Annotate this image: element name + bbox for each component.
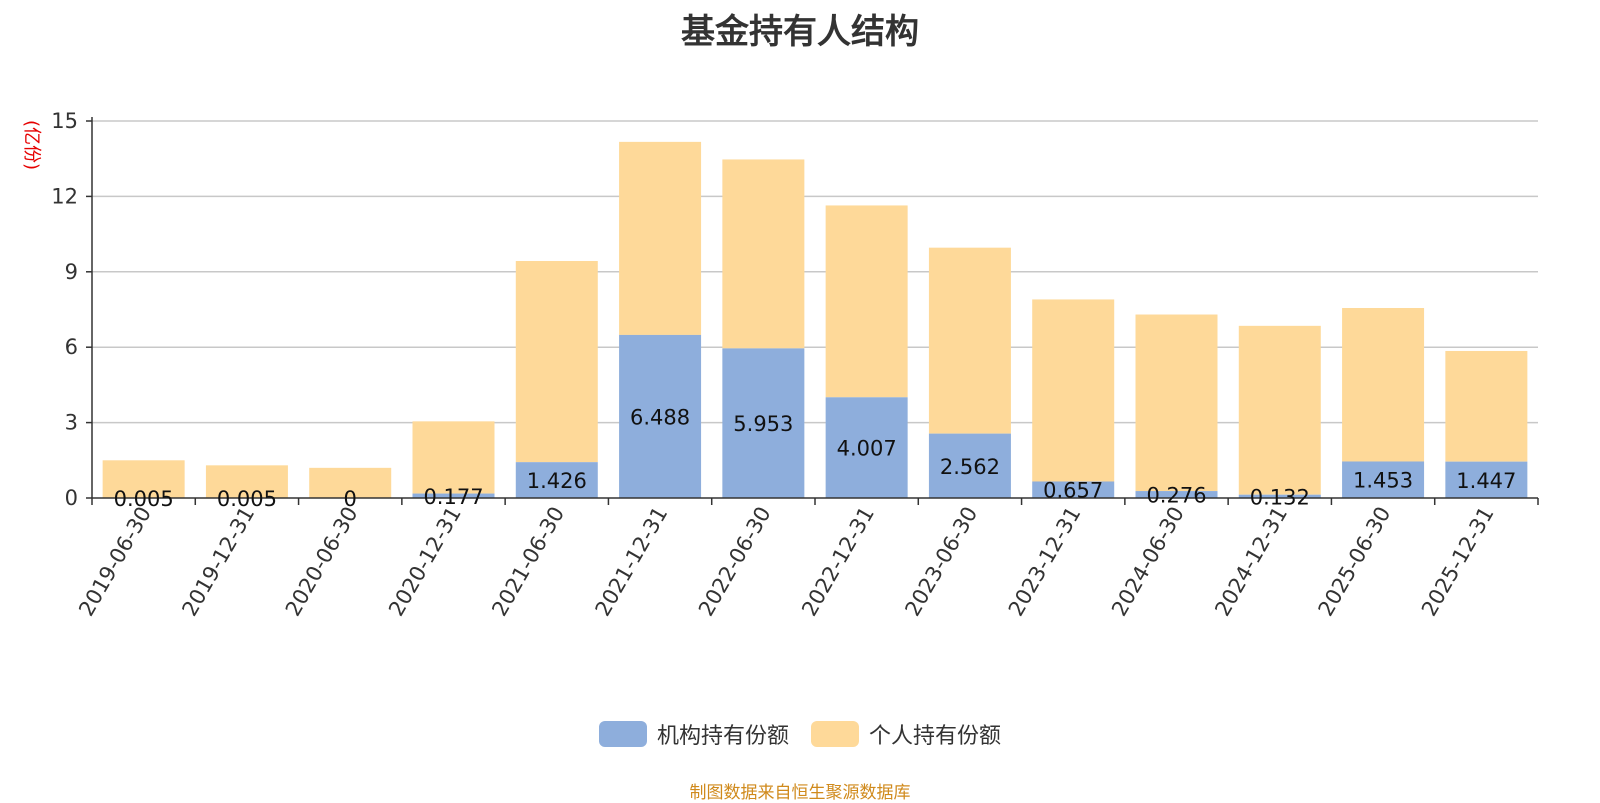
source-note: 制图数据来自恒生聚源数据库 [0, 778, 1600, 803]
x-tick-label: 2023-06-30 [900, 503, 982, 621]
data-label-institutional: 1.426 [527, 469, 587, 493]
x-tick-label: 2019-12-31 [177, 503, 259, 621]
data-label-institutional: 0.132 [1250, 485, 1310, 509]
bar-individual[interactable] [516, 261, 598, 462]
y-tick-label: 0 [65, 486, 78, 510]
bar-individual[interactable] [929, 248, 1011, 434]
bar-individual[interactable] [1239, 326, 1321, 495]
x-tick-label: 2019-06-30 [74, 503, 156, 621]
bar-individual[interactable] [619, 142, 701, 335]
x-tick-label: 2022-12-31 [797, 503, 879, 621]
bar-individual[interactable] [826, 205, 908, 397]
x-tick-label: 2021-12-31 [591, 503, 673, 621]
data-label-institutional: 4.007 [837, 437, 897, 461]
legend: 机构持有份额 个人持有份额 [0, 718, 1600, 750]
x-tick-label: 2023-12-31 [1004, 503, 1086, 621]
y-axis-unit-label: (亿份) [21, 120, 42, 170]
y-tick-label: 9 [65, 260, 78, 284]
x-tick-label: 2020-06-30 [281, 503, 363, 621]
legend-item-individual[interactable]: 个人持有份额 [811, 718, 1001, 750]
data-label-institutional: 1.453 [1353, 469, 1413, 493]
x-tick-label: 2020-12-31 [384, 503, 466, 621]
bar-individual[interactable] [413, 421, 495, 493]
data-label-institutional: 0.177 [423, 485, 483, 509]
y-tick-label: 3 [65, 411, 78, 435]
x-tick-label: 2024-06-30 [1107, 503, 1189, 621]
data-label-institutional: 1.447 [1456, 469, 1516, 493]
x-tick-label: 2024-12-31 [1210, 503, 1292, 621]
legend-item-institutional[interactable]: 机构持有份额 [599, 718, 789, 750]
data-label-institutional: 5.953 [733, 412, 793, 436]
x-tick-label: 2025-06-30 [1314, 503, 1396, 621]
x-tick-label: 2021-06-30 [487, 503, 569, 621]
data-label-institutional: 6.488 [630, 405, 690, 429]
bar-individual[interactable] [1136, 315, 1218, 492]
gridlines [92, 121, 1538, 423]
legend-swatch-institutional [599, 721, 647, 747]
bar-individual[interactable] [1342, 308, 1424, 461]
x-tick-label: 2022-06-30 [694, 503, 776, 621]
bars [103, 142, 1528, 498]
data-label-institutional: 0.005 [114, 487, 174, 511]
x-tick-label: 2025-12-31 [1417, 503, 1499, 621]
bar-individual[interactable] [1032, 299, 1114, 481]
bar-individual[interactable] [1445, 351, 1527, 462]
y-tick-label: 6 [65, 335, 78, 359]
y-tick-label: 15 [51, 109, 78, 133]
data-label-institutional: 0.276 [1146, 484, 1206, 508]
legend-label-institutional: 机构持有份额 [657, 718, 789, 750]
y-tick-label: 12 [51, 184, 78, 208]
data-label-institutional: 0.657 [1043, 479, 1103, 503]
data-label-institutional: 0 [344, 487, 357, 511]
data-label-institutional: 2.562 [940, 455, 1000, 479]
legend-label-individual: 个人持有份额 [869, 718, 1001, 750]
legend-swatch-individual [811, 721, 859, 747]
bar-individual[interactable] [722, 159, 804, 348]
data-label-institutional: 0.005 [217, 487, 277, 511]
